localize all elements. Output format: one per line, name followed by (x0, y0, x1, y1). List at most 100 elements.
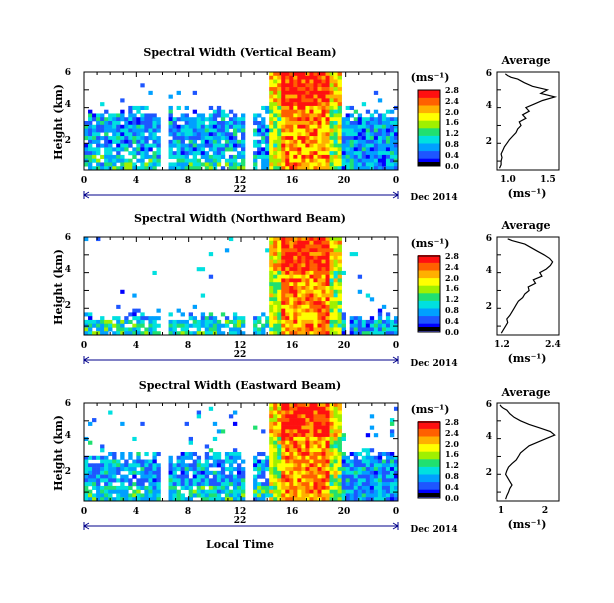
heatmap-cell (341, 482, 346, 487)
heatmap-cell (136, 331, 141, 336)
heatmap-cell (333, 316, 338, 321)
heatmap-cell (188, 467, 193, 472)
heatmap-cell (349, 327, 355, 332)
heatmap-cell (285, 470, 290, 475)
heatmap-cell (293, 297, 298, 302)
heatmap-cell (176, 136, 181, 141)
heatmap-cell (152, 331, 157, 336)
heatmap-cell (144, 485, 149, 490)
heatmap-cell (192, 117, 198, 122)
heatmap-cell (236, 323, 242, 328)
heatmap-cell (301, 421, 306, 426)
heatmap-cell (309, 240, 314, 245)
heatmap-cell (341, 493, 346, 498)
heatmap-cell (325, 136, 330, 141)
heatmap-cell (293, 105, 298, 110)
heatmap-cell (232, 132, 238, 137)
heatmap-cell (289, 79, 294, 84)
heatmap-cell (305, 90, 310, 95)
heatmap-cell (325, 166, 330, 171)
heatmap-cell (317, 489, 322, 494)
heatmap-cell (188, 124, 193, 129)
heatmap-cell (112, 474, 117, 479)
heatmap-cell (88, 319, 93, 324)
heatmap-cell (329, 448, 334, 453)
colorbar (418, 421, 440, 498)
heatmap-cell (357, 452, 363, 457)
heatmap-cell (277, 158, 282, 163)
heatmap-cell (293, 301, 298, 306)
heatmap-cell (269, 482, 274, 487)
heatmap-cell (301, 455, 306, 460)
heatmap-cell (253, 327, 258, 332)
heatmap-cell (349, 452, 355, 457)
heatmap-cell (329, 270, 334, 275)
heatmap-cell (184, 136, 189, 141)
heatmap-cell (333, 166, 338, 171)
heatmap-cell (212, 455, 218, 460)
heatmap-cell (285, 117, 290, 122)
heatmap-cell (265, 485, 270, 490)
heatmap-cell (289, 255, 294, 260)
heatmap-cell (285, 94, 290, 99)
heatmap-cell (321, 493, 326, 498)
heatmap-cell (224, 162, 230, 167)
heatmap-cell (317, 113, 322, 118)
heatmap-cell (253, 493, 258, 498)
heatmap-cell (128, 482, 133, 487)
heatmap-cell (92, 136, 97, 141)
heatmap-cell (341, 455, 346, 460)
heatmap-cell (349, 319, 355, 324)
heatmap-cell (293, 293, 298, 298)
heatmap-cell (200, 323, 206, 328)
heatmap-cell (220, 482, 226, 487)
heatmap-cell (305, 79, 310, 84)
heatmap-cell (104, 121, 109, 126)
heatmap-cell (132, 493, 137, 498)
heatmap-cell (92, 166, 97, 171)
heatmap-cell (104, 467, 109, 472)
heatmap-cell (168, 319, 173, 324)
heatmap-cell (389, 143, 395, 148)
heatmap-cell (325, 244, 330, 249)
heatmap-cell (281, 105, 286, 110)
heatmap-cell (333, 327, 338, 332)
heatmap-cell (273, 297, 278, 302)
heatmap-cell (313, 433, 318, 438)
heatmap-cell (333, 102, 338, 107)
heatmap-cell (269, 429, 274, 434)
heatmap-cell (333, 121, 338, 126)
heatmap-cell (285, 124, 290, 129)
heatmap-cell (389, 497, 395, 502)
x-tick-label: 4 (133, 176, 139, 186)
y-axis-label: Height (km) (52, 84, 65, 160)
heatmap-cell (349, 252, 355, 257)
heatmap-cell (124, 147, 129, 152)
colorbar-swatch (418, 436, 440, 445)
heatmap-cell (325, 470, 330, 475)
heatmap-cell (192, 154, 198, 159)
heatmap-cell (381, 124, 387, 129)
heatmap-cell (224, 485, 230, 490)
heatmap-cell (269, 467, 274, 472)
month-label: Dec 2014 (410, 359, 457, 369)
heatmap-cell (232, 166, 238, 171)
heatmap-cell (297, 327, 302, 332)
heatmap-cell (305, 255, 310, 260)
heatmap-cell (100, 485, 105, 490)
heatmap-cell (345, 478, 350, 483)
heatmap-cell (116, 478, 121, 483)
heatmap-cell (321, 482, 326, 487)
heatmap-cell (289, 297, 294, 302)
colorbar-label: 0.0 (445, 161, 459, 171)
heatmap-cell (309, 158, 314, 163)
heatmap-cell (317, 282, 322, 287)
heatmap-cell (208, 497, 214, 502)
heatmap-cell (144, 493, 149, 498)
heatmap-cell (228, 489, 234, 494)
heatmap-cell (273, 485, 278, 490)
heatmap-cell (88, 323, 93, 328)
heatmap-cell (88, 132, 93, 137)
heatmap-cell (329, 410, 334, 415)
heatmap-cell (100, 467, 105, 472)
